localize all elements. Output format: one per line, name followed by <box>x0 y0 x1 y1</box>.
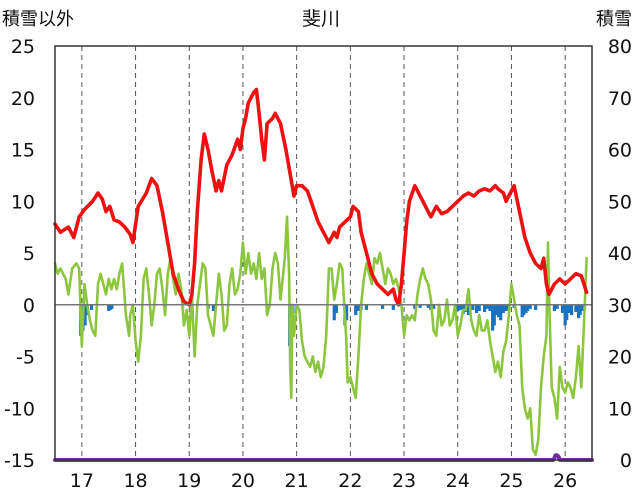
grid-lines <box>81 46 566 460</box>
blue-bar-45 <box>504 304 508 311</box>
x-tick-label: 23 <box>392 470 416 492</box>
blue-bar-21 <box>380 304 385 309</box>
right-tick-label: 80 <box>608 36 632 58</box>
left-tick-label: -15 <box>4 450 35 472</box>
blue-bar-51 <box>525 304 530 311</box>
x-tick-label: 17 <box>70 470 94 492</box>
blue-bar-44 <box>501 304 505 314</box>
blue-bar-33 <box>471 304 475 310</box>
x-tick-label: 24 <box>446 470 470 492</box>
blue-bar-18 <box>356 304 361 311</box>
x-tick-label: 20 <box>231 470 255 492</box>
blue-bar-42 <box>496 304 501 318</box>
x-tick-label: 26 <box>553 470 577 492</box>
right-tick-label: 70 <box>608 88 632 110</box>
blue-bar-54 <box>552 304 557 311</box>
x-tick-label: 22 <box>338 470 362 492</box>
green-series-line <box>53 215 588 457</box>
blue-bar-60 <box>569 304 574 316</box>
x-tick-label: 18 <box>123 470 147 492</box>
blue-bar-27 <box>431 304 436 309</box>
blue-bar-63 <box>578 304 582 316</box>
blue-bar-59 <box>567 304 571 314</box>
right-tick-label: 20 <box>608 347 632 369</box>
left-tick-label: 0 <box>23 295 35 317</box>
x-tick-label: 19 <box>177 470 201 492</box>
blue-bar-36 <box>483 304 487 312</box>
blue-bar-55 <box>555 304 559 309</box>
blue-bar-14 <box>334 304 338 314</box>
left-tick-label: -10 <box>4 398 35 420</box>
blue-bar-28 <box>456 304 460 311</box>
red-series-line <box>53 87 589 307</box>
blue-bar-49 <box>522 304 526 316</box>
blue-bar-13 <box>332 304 336 321</box>
blue-bar-6 <box>108 304 112 310</box>
blue-bar-48 <box>520 304 524 318</box>
x-tick-labels: 17 18 19 20 21 22 23 24 25 26 <box>70 470 577 492</box>
right-tick-label: 60 <box>608 140 632 162</box>
right-tick-label: 40 <box>608 243 632 265</box>
blue-bar-50 <box>524 304 528 314</box>
blue-bar-17 <box>354 304 358 316</box>
blue-bar-38 <box>488 304 492 311</box>
blue-bar-37 <box>485 304 489 309</box>
right-tick-labels: 80 70 60 50 40 30 20 10 0 <box>608 36 632 472</box>
blue-bar-16 <box>344 304 349 321</box>
blue-bar-35 <box>477 304 481 311</box>
left-tick-labels: 25 20 15 10 5 0 -5 -10 -15 <box>4 36 35 472</box>
blue-bar-56 <box>560 304 565 314</box>
blue-bar-29 <box>458 304 463 310</box>
blue-bar-64 <box>580 304 584 311</box>
blue-bar-32 <box>466 304 471 316</box>
blue-bar-20 <box>364 304 369 310</box>
left-tick-label: 5 <box>23 243 35 265</box>
blue-bar-23 <box>413 304 417 309</box>
blue-bar-34 <box>474 304 479 314</box>
chart-title: 斐川 <box>302 8 340 30</box>
blue-bar-40 <box>492 304 496 326</box>
right-tick-label: 30 <box>608 295 632 317</box>
left-tick-label: -5 <box>16 347 35 369</box>
x-tick-label: 21 <box>285 470 309 492</box>
blue-bar-22 <box>391 304 395 310</box>
blue-bar-4 <box>89 304 94 310</box>
blue-bar-61 <box>574 304 578 312</box>
blue-bar-5 <box>107 304 111 311</box>
blue-bar-39 <box>491 304 495 331</box>
blue-bar-41 <box>494 304 499 316</box>
left-tick-label: 20 <box>11 88 35 110</box>
blue-bar-2 <box>83 304 87 326</box>
blue-bar-25 <box>426 304 430 308</box>
right-tick-label: 10 <box>608 398 632 420</box>
left-tick-label: 15 <box>11 140 35 162</box>
plot-frame <box>54 45 593 461</box>
blue-bar-43 <box>499 304 503 321</box>
right-tick-label: 0 <box>620 450 632 472</box>
blue-bar-9 <box>211 304 216 311</box>
blue-bar-62 <box>576 304 581 319</box>
blue-bar-58 <box>565 304 569 321</box>
blue-bar-57 <box>563 304 567 326</box>
x-tick-label: 25 <box>499 470 523 492</box>
blue-bar-24 <box>418 304 422 308</box>
right-tick-label: 50 <box>608 191 632 213</box>
left-tick-label: 10 <box>11 191 35 213</box>
left-axis-label: 積雪以外 <box>2 9 74 30</box>
blue-bar-53 <box>534 304 538 310</box>
blue-bar-52 <box>528 304 532 309</box>
right-axis-label: 積雪 <box>596 9 632 30</box>
blue-bar-7 <box>110 304 114 309</box>
left-tick-label: 25 <box>11 36 35 58</box>
